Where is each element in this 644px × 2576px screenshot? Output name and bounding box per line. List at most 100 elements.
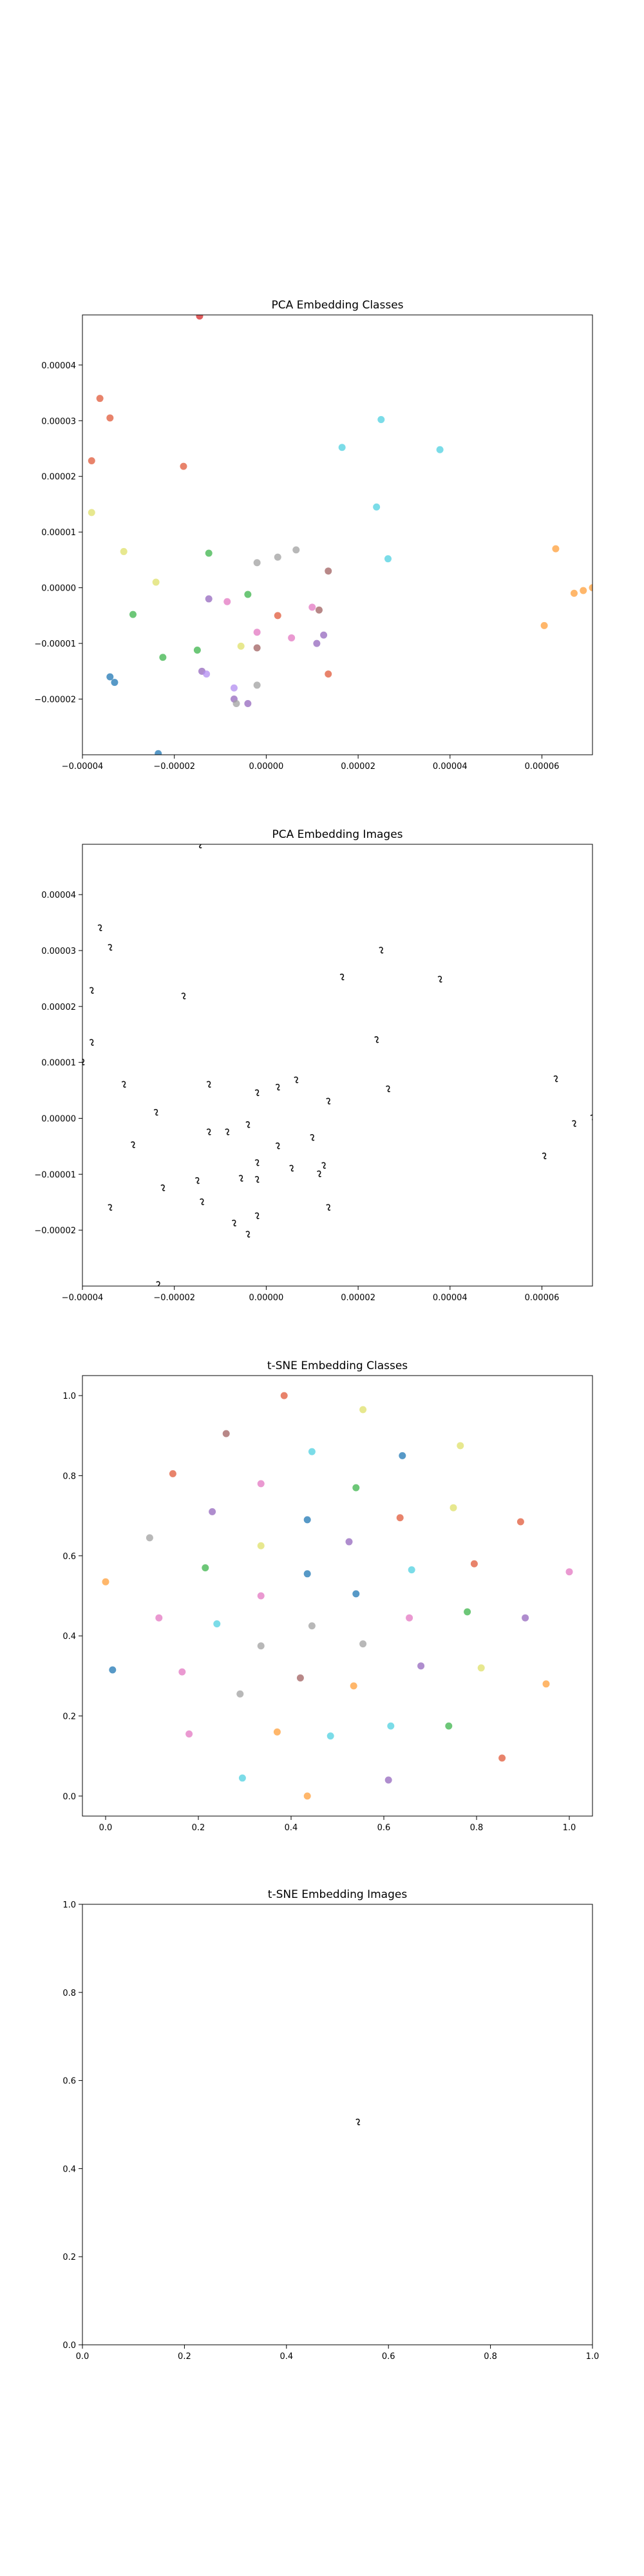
- data-point: [303, 1570, 311, 1578]
- y-tick-label: 0.00004: [41, 361, 76, 371]
- x-tick-label: 1.0: [586, 2352, 600, 2362]
- data-point: [205, 595, 213, 603]
- panel-title: t-SNE Embedding Classes: [267, 1359, 408, 1372]
- data-point: [232, 699, 240, 707]
- image-thumbnail: [89, 1039, 94, 1046]
- y-tick-label: 0.00001: [41, 1059, 76, 1068]
- data-point: [230, 684, 238, 692]
- data-point: [436, 446, 444, 453]
- data-point: [109, 1666, 117, 1674]
- data-point: [315, 606, 323, 614]
- data-point: [477, 1664, 485, 1672]
- image-thumbnail: [355, 2118, 361, 2126]
- data-point: [292, 546, 300, 554]
- image-thumbnail: [571, 1120, 577, 1127]
- data-point: [470, 1560, 478, 1567]
- data-point: [129, 611, 137, 618]
- data-point: [406, 1614, 413, 1622]
- image-thumbnail: [379, 947, 384, 954]
- data-point: [88, 509, 95, 516]
- image-thumbnail: [194, 1177, 200, 1184]
- y-tick-label: 0.00004: [41, 891, 76, 900]
- thumbnail-stroke: [437, 976, 442, 983]
- data-point: [313, 639, 321, 647]
- thumbnail-stroke: [108, 943, 113, 951]
- thumbnail-stroke: [254, 1089, 260, 1097]
- y-tick-label: −0.00002: [34, 1226, 76, 1236]
- y-tick-label: 0.6: [62, 2077, 76, 2087]
- data-point: [202, 1564, 209, 1571]
- data-point: [223, 598, 231, 605]
- data-point: [327, 1732, 334, 1740]
- points-group: [82, 844, 592, 1286]
- x-tick-label: 0.00002: [341, 1293, 375, 1303]
- image-thumbnail: [386, 1085, 391, 1092]
- data-point: [236, 1690, 244, 1698]
- image-thumbnail: [181, 992, 186, 999]
- x-tick-label: 0.6: [382, 2352, 395, 2362]
- x-tick-label: 0.0: [99, 1823, 113, 1833]
- x-tick-label: 0.4: [279, 2352, 293, 2362]
- thumbnail-stroke: [89, 1039, 94, 1046]
- points-group: [355, 2118, 361, 2126]
- thumbnail-stroke: [225, 1128, 230, 1135]
- x-tick-label: 0.2: [192, 1823, 205, 1833]
- y-tick-label: 0.8: [62, 1472, 76, 1481]
- image-thumbnail: [374, 1036, 379, 1043]
- data-point: [565, 1568, 573, 1576]
- data-point: [196, 315, 204, 320]
- thumbnail-stroke: [339, 973, 345, 981]
- x-tick-label: −0.00004: [62, 762, 104, 772]
- thumbnail-stroke: [231, 1219, 237, 1227]
- data-point: [384, 555, 392, 563]
- x-tick-label: 0.2: [178, 2352, 191, 2362]
- data-point: [111, 679, 118, 687]
- image-thumbnail: [275, 1142, 280, 1150]
- x-tick-label: 0.00000: [249, 1293, 284, 1303]
- y-tick-label: 0.0: [62, 1792, 76, 1802]
- data-point: [273, 1728, 281, 1736]
- x-tick-label: −0.00002: [153, 762, 195, 772]
- data-point: [257, 1480, 265, 1488]
- image-thumbnail: [108, 1204, 113, 1211]
- image-thumbnail: [310, 1134, 315, 1141]
- thumbnail-stroke: [153, 1108, 158, 1116]
- x-tick-label: 1.0: [563, 1823, 576, 1833]
- x-tick-label: 0.8: [470, 1823, 484, 1833]
- data-point: [498, 1754, 506, 1762]
- thumbnail-stroke: [316, 1170, 322, 1177]
- data-point: [152, 578, 160, 586]
- data-point: [325, 567, 332, 575]
- x-tick-label: 0.0: [76, 2352, 90, 2362]
- thumbnail-stroke: [97, 924, 102, 931]
- data-point: [106, 673, 114, 681]
- image-thumbnail: [316, 1170, 322, 1177]
- data-point: [205, 549, 213, 557]
- thumbnail-stroke: [238, 1175, 243, 1182]
- data-point: [552, 545, 560, 553]
- data-point: [325, 670, 332, 678]
- data-point: [570, 589, 578, 597]
- image-thumbnail: [326, 1204, 331, 1211]
- panel-title: PCA Embedding Images: [272, 828, 402, 841]
- data-point: [359, 1640, 367, 1648]
- y-tick-label: 1.0: [62, 1900, 76, 1910]
- thumbnail-stroke: [108, 1204, 113, 1211]
- image-thumbnail: [254, 1159, 260, 1166]
- thumbnail-stroke: [542, 1152, 547, 1160]
- image-thumbnail: [245, 1121, 251, 1128]
- panel-title: t-SNE Embedding Images: [268, 1888, 408, 1901]
- x-tick-label: 0.00004: [433, 762, 468, 772]
- image-thumbnail: [131, 1141, 136, 1148]
- x-tick-label: 0.4: [285, 1823, 298, 1833]
- data-point: [120, 547, 128, 555]
- thumbnail-stroke: [386, 1085, 391, 1092]
- thumbnail-stroke: [289, 1164, 294, 1172]
- data-point: [155, 750, 162, 755]
- thumbnail-stroke: [254, 1176, 260, 1183]
- thumbnail-stroke: [199, 844, 202, 849]
- y-tick-label: 0.0: [62, 2341, 76, 2351]
- image-thumbnail: [326, 1097, 331, 1105]
- data-point: [146, 1534, 153, 1542]
- image-thumbnail: [160, 1184, 166, 1191]
